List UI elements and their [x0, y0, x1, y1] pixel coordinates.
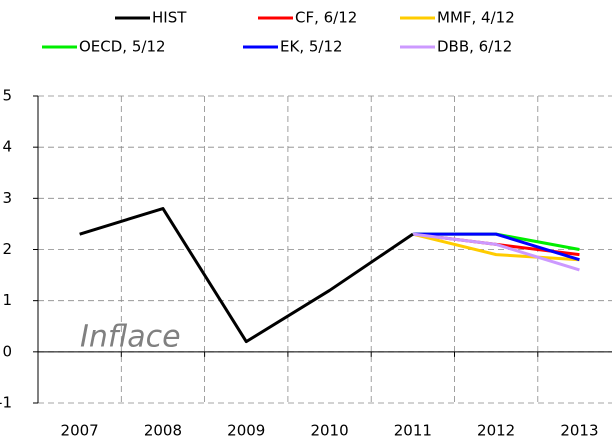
series-line	[79, 207, 414, 344]
annotation: Inflace	[80, 320, 181, 355]
x-tick-label: 2012	[477, 422, 515, 440]
series-line	[412, 232, 580, 262]
legend-label: DBB, 6/12	[437, 38, 512, 56]
x-tick-label: 2008	[144, 422, 182, 440]
x-tick-label: 2007	[61, 422, 99, 440]
x-tick-label: 2009	[227, 422, 265, 440]
y-tick-label: 4	[2, 138, 12, 156]
legend-label: OECD, 5/12	[79, 38, 166, 56]
legend-label: HIST	[152, 9, 187, 27]
series-line	[412, 232, 580, 272]
x-tick-label: 2011	[394, 422, 432, 440]
y-tick-label: 3	[2, 189, 12, 207]
y-tick-label: 0	[2, 342, 12, 360]
y-tick-label: 5	[2, 87, 12, 105]
y-tick-label: 1	[2, 291, 12, 309]
legend-label: EK, 5/12	[280, 38, 343, 56]
x-tick-label: 2013	[560, 422, 598, 440]
y-tick-label: -1	[0, 394, 12, 412]
series-line	[412, 232, 580, 262]
legend-label: CF, 6/12	[295, 9, 357, 27]
x-tick-label: 2010	[310, 422, 348, 440]
y-tick-label: 2	[2, 240, 12, 258]
legend-label: MMF, 4/12	[437, 9, 515, 27]
